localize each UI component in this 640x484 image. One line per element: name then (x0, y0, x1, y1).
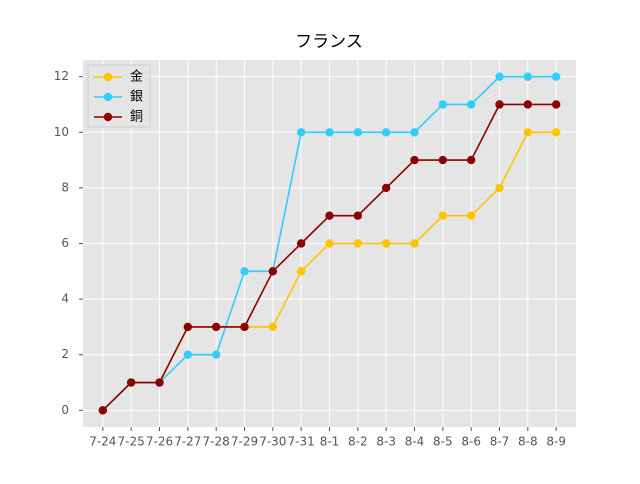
series-marker (410, 128, 419, 137)
series-marker (551, 72, 561, 81)
x-tick-label: 8-8 (518, 435, 538, 449)
series-marker (551, 128, 561, 137)
series-marker (211, 322, 221, 332)
legend-marker (103, 72, 113, 82)
series-marker (183, 350, 193, 359)
series-marker (523, 72, 533, 81)
series-marker (523, 100, 533, 109)
legend-marker (103, 92, 113, 102)
series-marker (353, 128, 363, 137)
series-marker (98, 406, 108, 415)
series-marker (353, 211, 363, 220)
y-tick-label: 12 (54, 69, 69, 83)
series-marker (155, 378, 164, 387)
y-tick-label: 6 (61, 236, 69, 250)
series-marker (551, 100, 561, 109)
series-marker (523, 128, 533, 137)
series-marker (381, 183, 391, 193)
series-marker (240, 322, 249, 332)
series-marker (410, 155, 419, 165)
legend-label: 銀 (130, 90, 143, 105)
series-marker (438, 155, 448, 165)
series-marker (296, 267, 306, 276)
y-tick-label: 0 (61, 403, 69, 417)
series-marker (381, 128, 391, 137)
legend-marker (103, 112, 113, 122)
x-tick-label: 7-25 (118, 435, 145, 449)
series-marker (466, 100, 476, 109)
series-marker (126, 378, 136, 387)
series-marker (296, 128, 306, 137)
series-marker (495, 72, 504, 81)
series-marker (268, 322, 278, 332)
x-tick-label: 8-3 (376, 435, 396, 449)
series-marker (325, 211, 334, 220)
series-marker (353, 239, 363, 248)
x-tick-label: 7-28 (203, 435, 230, 449)
x-tick-label: 7-24 (89, 435, 116, 449)
series-marker (240, 267, 249, 276)
series-marker (268, 267, 278, 276)
x-tick-label: 7-26 (146, 435, 173, 449)
series-marker (466, 211, 476, 220)
series-marker (325, 239, 334, 248)
x-tick-label: 7-29 (231, 435, 258, 449)
series-marker (438, 100, 448, 109)
series-marker (495, 100, 504, 109)
series-marker (381, 239, 391, 248)
series-marker (296, 239, 306, 248)
series-marker (325, 128, 334, 137)
series-marker (183, 322, 193, 332)
x-tick-label: 7-31 (288, 435, 315, 449)
series-marker (466, 155, 476, 165)
y-tick-label: 8 (61, 180, 69, 194)
series-marker (495, 183, 504, 193)
x-tick-label: 8-1 (320, 435, 340, 449)
x-tick-label: 8-9 (546, 435, 566, 449)
legend-box (87, 64, 151, 128)
series-marker (438, 211, 448, 220)
y-tick-label: 10 (54, 125, 69, 139)
x-tick-label: 8-6 (461, 435, 481, 449)
x-tick-label: 8-7 (490, 435, 510, 449)
y-tick-label: 4 (61, 292, 69, 306)
x-tick-label: 8-5 (433, 435, 453, 449)
series-marker (211, 350, 221, 359)
x-tick-label: 7-30 (259, 435, 286, 449)
series-marker (410, 239, 419, 248)
y-tick-label: 2 (61, 347, 69, 361)
legend-label: 金 (130, 69, 143, 85)
x-tick-label: 7-27 (174, 435, 201, 449)
x-tick-label: 8-4 (405, 435, 425, 449)
chart-title: フランス (295, 32, 363, 52)
x-tick-label: 8-2 (348, 435, 368, 449)
legend-label: 銅 (130, 110, 143, 125)
